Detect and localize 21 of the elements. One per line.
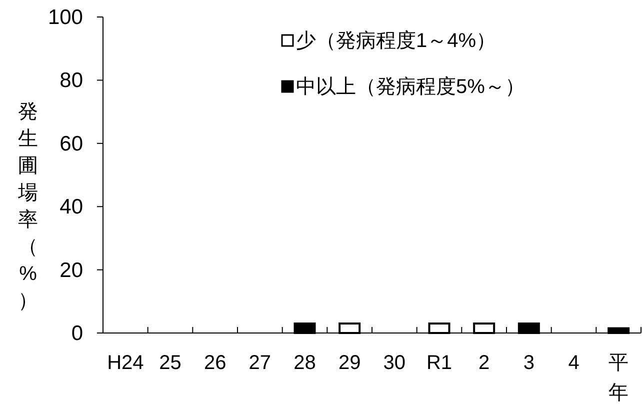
- y-axis-title: 発生圃場率（%）: [17, 101, 38, 312]
- x-tick-label: H24: [107, 352, 144, 374]
- y-tick-label: 60: [60, 132, 83, 156]
- x-tick-label: 平年: [608, 352, 629, 404]
- x-tick-label: 30: [383, 352, 406, 374]
- x-tick-label: 27: [248, 352, 272, 374]
- x-tick-label: 2: [478, 352, 490, 374]
- x-tick-label: R1: [426, 352, 452, 374]
- y-tick-label: 100: [48, 6, 83, 29]
- x-tick-label: 29: [338, 352, 361, 374]
- x-tick-label: 4: [568, 352, 580, 374]
- y-tick-label: 80: [60, 69, 83, 92]
- y-tick-label: 0: [71, 322, 83, 345]
- x-tick-label: 3: [523, 352, 534, 374]
- x-tick-label: 25: [159, 352, 182, 374]
- legend-label: 中以上（発病程度5%～）: [296, 76, 525, 98]
- y-tick-label: 40: [60, 196, 83, 219]
- x-tick-label: 28: [294, 352, 316, 374]
- legend-label: 少（発病程度1～4%）: [296, 30, 496, 52]
- y-tick-label: 20: [60, 258, 83, 282]
- x-tick-label: 26: [204, 352, 226, 374]
